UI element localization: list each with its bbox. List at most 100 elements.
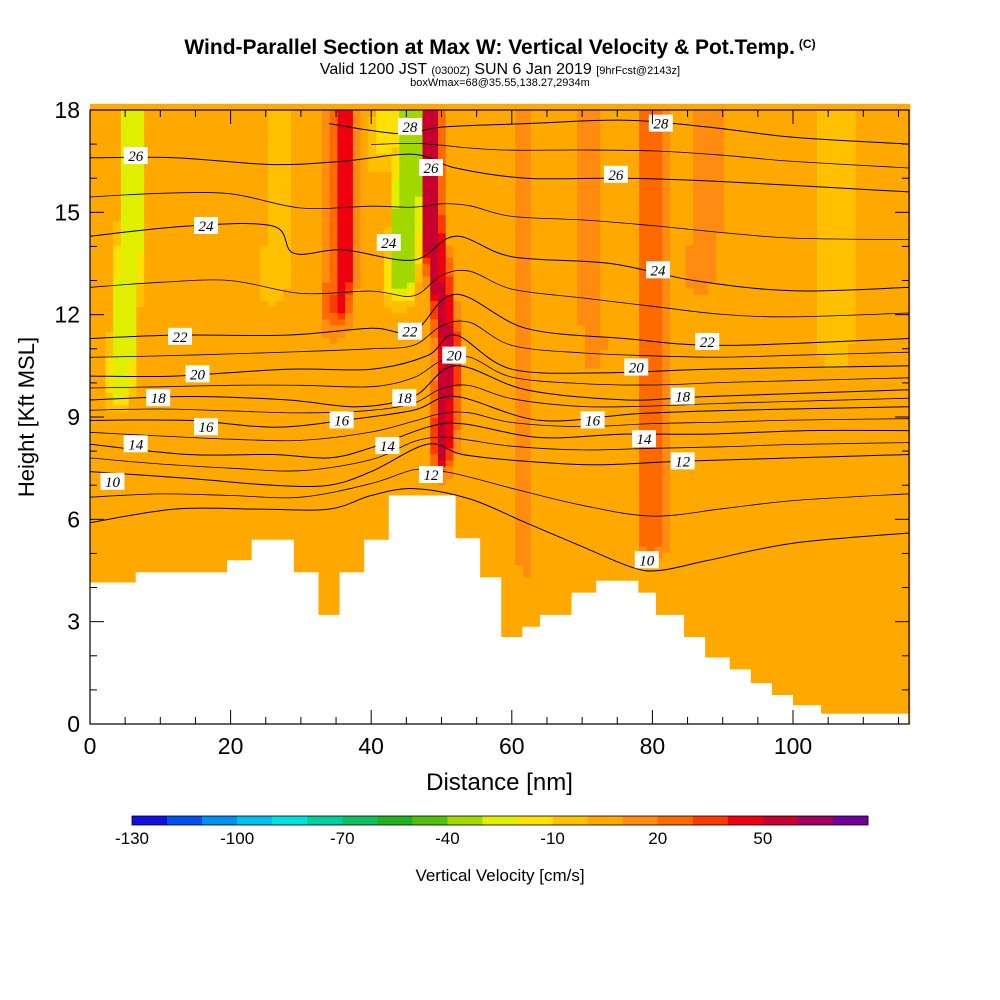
velocity-cell [383, 122, 393, 130]
velocity-cell [90, 496, 99, 504]
velocity-cell [151, 251, 161, 258]
velocity-cell [283, 300, 292, 308]
velocity-cell [414, 490, 424, 498]
velocity-cell [221, 110, 230, 117]
velocity-cell [399, 404, 408, 412]
velocity-cell [352, 251, 362, 258]
velocity-cell [283, 453, 292, 461]
velocity-cell [399, 312, 408, 320]
velocity-cell [90, 453, 99, 461]
velocity-cell [221, 281, 230, 289]
velocity-cell [97, 502, 107, 510]
velocity-cell [376, 533, 385, 541]
velocity-cell [105, 355, 114, 363]
velocity-cell [120, 165, 130, 172]
velocity-cell [175, 251, 184, 258]
velocity-cell [213, 404, 223, 412]
velocity-cell [360, 478, 369, 486]
velocity-cell [97, 459, 107, 467]
velocity-cell [175, 380, 184, 387]
velocity-cell [360, 146, 369, 154]
velocity-cell [275, 288, 284, 295]
velocity-cell [120, 294, 130, 301]
velocity-cell [229, 502, 238, 510]
velocity-cell [236, 527, 246, 535]
velocity-cell [422, 306, 431, 314]
velocity-cell [306, 269, 315, 277]
velocity-cell [97, 165, 107, 172]
velocity-cell [260, 453, 269, 461]
velocity-cell [399, 459, 408, 467]
velocity-cell [314, 509, 323, 516]
velocity-cell [399, 453, 408, 461]
velocity-cell [175, 140, 184, 148]
velocity-cell [236, 429, 246, 437]
velocity-cell [337, 459, 346, 467]
velocity-cell [128, 398, 137, 406]
velocity-cell [414, 208, 424, 215]
velocity-cell [414, 459, 424, 467]
velocity-cell [298, 152, 308, 160]
velocity-cell [190, 361, 199, 369]
velocity-cell [445, 306, 455, 314]
velocity-cell [213, 361, 223, 369]
velocity-cell [306, 214, 315, 222]
velocity-cell [190, 318, 199, 326]
velocity-cell [461, 294, 470, 301]
velocity-cell [376, 355, 385, 363]
velocity-cell [291, 374, 300, 381]
velocity-cell [306, 306, 315, 314]
velocity-cell [437, 331, 447, 338]
velocity-cell [461, 146, 470, 154]
velocity-cell [190, 263, 199, 271]
velocity-cell [244, 324, 253, 332]
velocity-cell [159, 558, 168, 565]
velocity-cell [190, 103, 199, 111]
velocity-cell [198, 509, 207, 516]
velocity-cell [275, 324, 284, 332]
velocity-cell [113, 367, 122, 375]
velocity-cell [383, 417, 393, 424]
velocity-cell [229, 281, 238, 289]
velocity-cell [182, 300, 192, 308]
velocity-cell [399, 484, 408, 492]
velocity-cell [352, 331, 362, 338]
velocity-cell [329, 533, 339, 541]
velocity-cell [445, 429, 455, 437]
velocity-cell [260, 171, 269, 179]
velocity-cell [120, 521, 130, 529]
velocity-cell [345, 386, 354, 394]
velocity-cell [376, 496, 385, 504]
velocity-cell [360, 159, 369, 166]
velocity-cell [159, 515, 168, 522]
velocity-cell [321, 232, 331, 240]
velocity-cell [182, 429, 192, 437]
velocity-cell [329, 208, 339, 215]
velocity-cell [190, 331, 199, 338]
velocity-cell [221, 380, 230, 387]
velocity-cell [329, 331, 339, 338]
velocity-cell [345, 374, 354, 381]
velocity-cell [291, 361, 300, 369]
velocity-cell [151, 281, 161, 289]
velocity-cell [283, 110, 292, 117]
velocity-cell [252, 337, 261, 344]
velocity-cell [430, 490, 439, 498]
velocity-cell [120, 177, 130, 185]
velocity-cell [136, 214, 145, 222]
velocity-cell [306, 324, 315, 332]
velocity-cell [244, 226, 253, 234]
velocity-cell [182, 355, 192, 363]
velocity-cell [291, 539, 300, 547]
velocity-cell [198, 238, 207, 246]
velocity-cell [267, 146, 277, 154]
velocity-cell [453, 478, 462, 486]
velocity-cell [461, 128, 470, 136]
velocity-cell [298, 466, 308, 473]
velocity-cell [221, 502, 230, 510]
velocity-cell [345, 337, 354, 344]
velocity-cell [198, 146, 207, 154]
velocity-cell [120, 466, 130, 473]
velocity-cell [391, 134, 400, 142]
velocity-cell [437, 490, 447, 498]
